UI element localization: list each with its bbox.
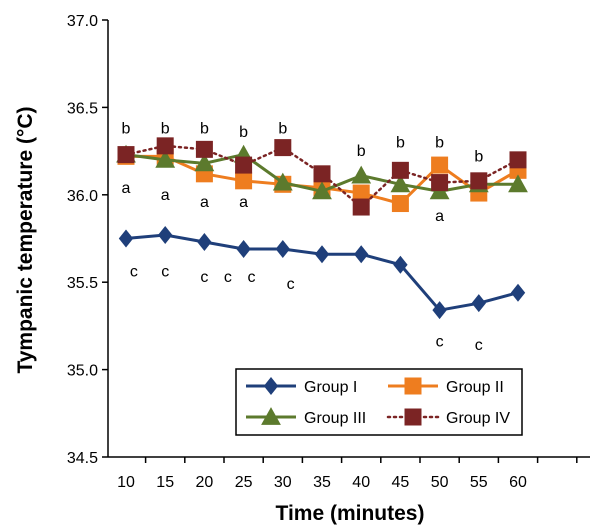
data-point xyxy=(235,172,253,190)
y-tick-label: 35.0 xyxy=(67,363,98,380)
data-point xyxy=(236,239,251,258)
x-tick-label: 55 xyxy=(470,474,488,491)
data-point xyxy=(275,239,290,258)
x-tick-label: 45 xyxy=(392,474,410,491)
significance-label: c xyxy=(287,276,295,293)
data-point xyxy=(390,174,411,193)
legend-entry: Group IV xyxy=(386,408,510,427)
data-point xyxy=(197,232,212,251)
data-point xyxy=(391,161,409,179)
legend: Group I Group II Group III Group IV xyxy=(235,368,523,436)
data-point xyxy=(431,174,449,192)
data-point xyxy=(471,294,486,313)
legend-entry: Group I xyxy=(246,377,357,396)
legend-marker xyxy=(261,407,281,425)
data-point xyxy=(313,165,331,183)
data-point xyxy=(156,137,174,155)
data-point xyxy=(158,226,173,245)
series-layer xyxy=(116,137,528,320)
significance-label: a xyxy=(239,194,248,211)
data-point xyxy=(393,255,408,274)
significance-label: c xyxy=(200,269,208,286)
series-group xyxy=(117,137,527,216)
data-point xyxy=(314,245,330,264)
x-tick-label: 50 xyxy=(431,474,449,491)
x-axis: 10 15 20 25 30 35 40 45 50 55 60 xyxy=(108,456,590,491)
series-group xyxy=(118,226,526,320)
data-point xyxy=(155,149,176,168)
significance-label: b xyxy=(200,120,209,137)
significance-label: c xyxy=(436,334,444,351)
significance-label: b xyxy=(161,120,170,137)
legend-marker xyxy=(263,377,279,395)
x-tick-label: 35 xyxy=(313,474,331,491)
data-point xyxy=(274,139,292,157)
significance-label: a xyxy=(122,180,131,197)
legend-label: Group I xyxy=(304,379,357,396)
significance-label: c xyxy=(130,264,138,281)
legend-entry: Group II xyxy=(388,377,504,396)
x-tick-label: 40 xyxy=(352,474,370,491)
significance-label: b xyxy=(357,143,366,160)
data-point xyxy=(117,146,135,164)
legend-label: Group III xyxy=(304,410,366,427)
data-point xyxy=(352,198,370,216)
legend-box xyxy=(235,368,523,436)
y-tick-label: 36.0 xyxy=(67,188,98,205)
data-point xyxy=(118,229,134,248)
y-tick-label: 37.0 xyxy=(67,13,98,30)
legend-marker xyxy=(404,408,422,426)
x-tick-label: 25 xyxy=(235,474,253,491)
significance-label: c xyxy=(475,337,483,354)
data-point xyxy=(354,245,369,264)
annotation-layer: b b b b bbb bba a a aac c c c c cc c xyxy=(122,120,484,354)
significance-label: a xyxy=(200,194,209,211)
y-axis: 34.5 35.0 35.5 36.0 36.5 37.0 xyxy=(67,13,109,467)
data-point xyxy=(351,165,372,184)
significance-label: b xyxy=(474,148,483,165)
data-point xyxy=(391,195,409,213)
x-tick-label: 20 xyxy=(196,474,214,491)
data-point xyxy=(508,174,528,193)
legend-label: Group IV xyxy=(446,410,510,427)
legend-label: Group II xyxy=(446,379,504,396)
legend-marker xyxy=(404,377,422,395)
y-tick-label: 36.5 xyxy=(67,100,98,117)
data-point xyxy=(312,181,332,200)
significance-label: b xyxy=(278,120,287,137)
data-point xyxy=(509,151,527,169)
x-tick-label: 60 xyxy=(509,474,527,491)
data-point xyxy=(510,283,526,302)
significance-label: c xyxy=(247,269,255,286)
data-point xyxy=(470,172,488,190)
y-axis-title: Tympanic temperature (°C) xyxy=(14,106,37,373)
significance-label: c xyxy=(224,269,232,286)
significance-label: b xyxy=(239,124,248,141)
x-tick-label: 15 xyxy=(156,474,174,491)
significance-label: b xyxy=(396,134,405,151)
x-tick-label: 30 xyxy=(274,474,292,491)
data-point xyxy=(195,140,213,158)
x-axis-title: Time (minutes) xyxy=(276,502,425,525)
y-tick-label: 34.5 xyxy=(67,450,98,467)
data-point xyxy=(431,156,449,174)
data-point xyxy=(235,156,253,174)
data-point xyxy=(432,301,447,320)
data-point xyxy=(352,184,370,202)
data-point xyxy=(194,153,215,172)
legend-entry: Group III xyxy=(246,407,366,427)
significance-label: a xyxy=(435,208,444,225)
data-point xyxy=(272,172,293,191)
significance-label: b xyxy=(435,134,444,151)
significance-label: c xyxy=(161,264,169,281)
y-tick-label: 35.5 xyxy=(67,275,98,292)
significance-label: b xyxy=(122,120,131,137)
x-tick-label: 10 xyxy=(117,474,135,491)
significance-label: a xyxy=(161,187,170,204)
